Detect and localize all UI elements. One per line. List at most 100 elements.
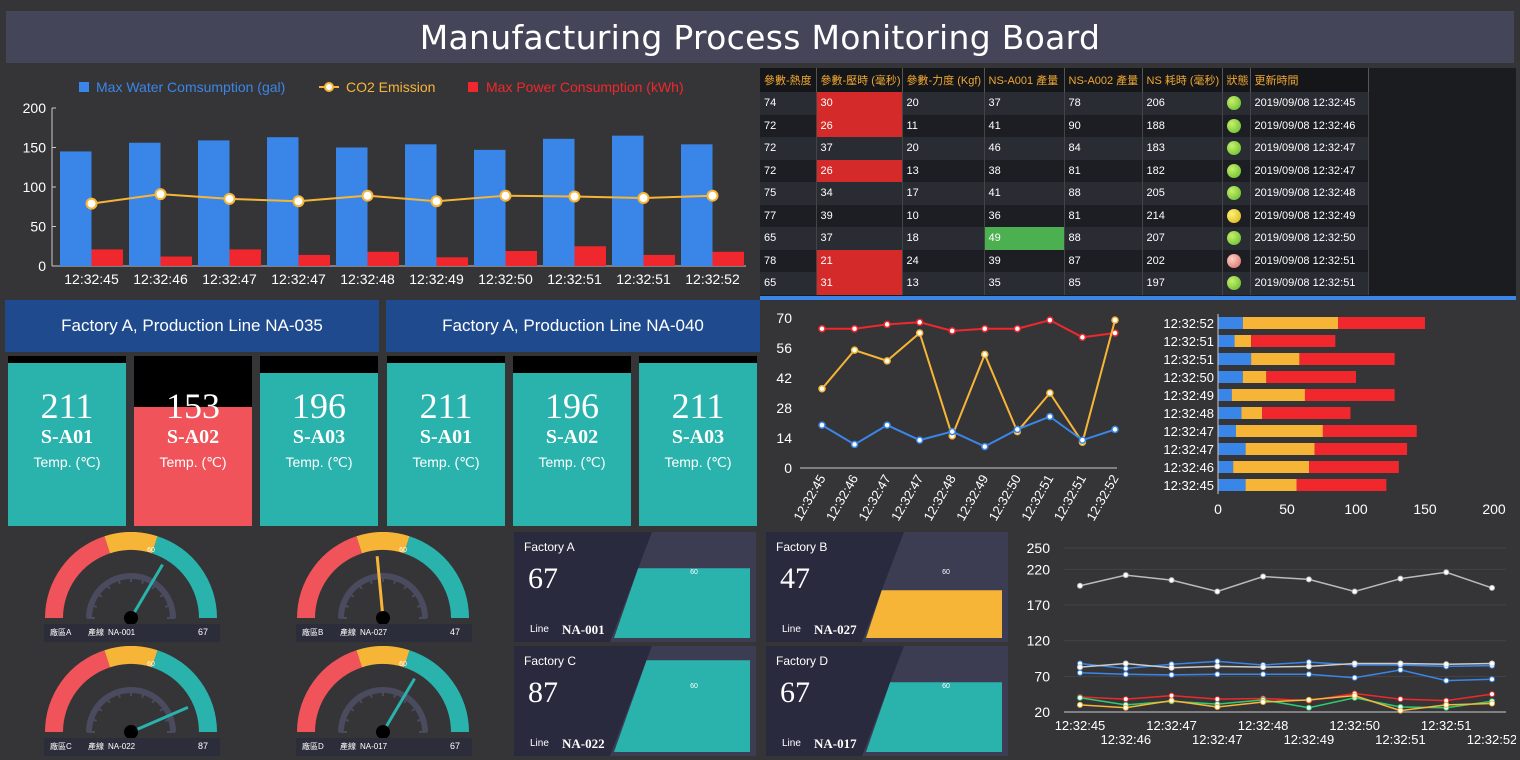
- series-point: [1489, 584, 1495, 591]
- table-row[interactable]: 72 37 20 46 84 183 2019/09/08 12:32:47: [760, 137, 1369, 160]
- series-point: [1443, 569, 1450, 576]
- gauge-tick: [346, 591, 355, 598]
- table-header-row: 參數-熱度 參數-壓時 (毫秒) 參數-力度 (Kgf) NS-A001 產量 NS-A…: [760, 68, 1369, 92]
- gauge-scale-label: 60: [147, 661, 155, 668]
- factory-card[interactable]: 60 Factory C 87 Line NA-022: [514, 646, 756, 756]
- gauge-line-label: 產線: [340, 627, 356, 637]
- sensor-level-fill: [639, 362, 757, 526]
- gauge-factory: 廠區D: [302, 741, 324, 751]
- factory-level-graphic: 60: [610, 646, 756, 756]
- column-header[interactable]: 更新時間: [1250, 68, 1369, 92]
- co2-point: [637, 192, 650, 205]
- column-header[interactable]: 參數-壓時 (毫秒): [816, 68, 903, 92]
- table-cell: 26: [816, 114, 903, 137]
- gauge-tick: [411, 591, 420, 598]
- y-tick-label: 12:32:45: [1163, 478, 1214, 493]
- table-cell: 41: [984, 114, 1065, 137]
- sensor-tile[interactable]: 196 S-A03 Temp. (℃): [260, 356, 378, 526]
- status-indicator-icon: [1226, 96, 1241, 111]
- y-tick-label: 12:32:51: [1163, 334, 1214, 349]
- factory-card[interactable]: 60 Factory A 67 Line NA-001: [514, 532, 756, 642]
- column-header[interactable]: NS 耗時 (毫秒): [1142, 68, 1223, 92]
- series-point: [1305, 696, 1312, 703]
- tick-label: 56: [776, 340, 792, 356]
- stacked-bar-segment: [1218, 479, 1246, 491]
- bar-power: [436, 257, 468, 266]
- sensor-level-fill: [8, 362, 126, 526]
- table-cell: 77: [760, 204, 817, 227]
- gauge-needle: [375, 556, 385, 619]
- bar-water: [129, 142, 161, 266]
- table-cell: 207: [1142, 227, 1223, 250]
- table-cell: 88: [1064, 182, 1143, 205]
- tick-label: 0: [784, 460, 792, 476]
- sensor-value: 211: [40, 386, 94, 426]
- bar-power: [160, 256, 192, 266]
- series-point: [1077, 701, 1083, 708]
- column-header[interactable]: 參數-力度 (Kgf): [902, 68, 985, 92]
- table-cell: 34: [816, 182, 903, 205]
- card-level-fill: [614, 660, 750, 752]
- stacked-bar-segment: [1314, 443, 1408, 455]
- sensor-tile[interactable]: 153 S-A02 Temp. (℃): [134, 356, 252, 526]
- series-point: [1351, 692, 1358, 699]
- line-title: Factory A, Production Line NA-035: [61, 316, 323, 335]
- gauge-value: 87: [198, 741, 208, 751]
- stacked-bar-segment: [1218, 425, 1236, 437]
- column-header[interactable]: NS-A002 產量: [1064, 68, 1143, 92]
- column-header[interactable]: NS-A001 產量: [984, 68, 1065, 92]
- sensor-tile[interactable]: 211 S-A03 Temp. (℃): [639, 356, 757, 526]
- table-row[interactable]: 74 30 20 37 78 206 2019/09/08 12:32:45: [760, 92, 1369, 115]
- column-header[interactable]: 參數-熱度: [760, 68, 817, 92]
- gauge-line-label: 產線: [88, 741, 104, 751]
- gauge-line-label: 產線: [88, 627, 104, 637]
- series-point: [1397, 666, 1404, 673]
- sensor-tile[interactable]: 211 S-A01 Temp. (℃): [8, 356, 126, 526]
- legend-power: Max Power Consumption (kWh): [486, 79, 684, 95]
- update-time: 2019/09/08 12:32:50: [1250, 227, 1369, 250]
- table-cell: 10: [902, 204, 985, 227]
- table-row[interactable]: 72 26 13 38 81 182 2019/09/08 12:32:47: [760, 159, 1369, 182]
- table-row[interactable]: 78 21 24 39 87 202 2019/09/08 12:32:51: [760, 249, 1369, 272]
- table-cell: 206: [1142, 92, 1223, 115]
- series-point: [1111, 316, 1119, 324]
- stacked-bar-segment: [1262, 407, 1351, 419]
- sensor-id: S-A03: [292, 426, 346, 448]
- series-point: [1122, 660, 1129, 667]
- table-row[interactable]: 77 39 10 36 81 214 2019/09/08 12:32:49: [760, 204, 1369, 227]
- table-row[interactable]: 65 37 18 49 88 207 2019/09/08 12:32:50: [760, 227, 1369, 250]
- stacked-bar-segment: [1338, 317, 1425, 329]
- status-indicator-icon: [1226, 253, 1241, 268]
- factory-card[interactable]: 60 Factory D 67 Line NA-017: [766, 646, 1008, 756]
- series-point: [1443, 661, 1450, 668]
- series-point: [1013, 324, 1022, 333]
- series-point: [1214, 671, 1221, 678]
- sensor-tile[interactable]: 211 S-A01 Temp. (℃): [387, 356, 505, 526]
- x-tick-label: 12:32:51: [1421, 718, 1472, 733]
- status-indicator-icon: [1226, 186, 1241, 201]
- gauge-band-mid: [104, 646, 158, 668]
- table-scroll-indicator[interactable]: [760, 296, 1516, 300]
- series-point: [1168, 671, 1175, 678]
- x-tick-label: 12:32:52: [685, 271, 740, 287]
- table-row[interactable]: 75 34 17 41 88 205 2019/09/08 12:32:48: [760, 182, 1369, 205]
- table-row[interactable]: 72 26 11 41 90 188 2019/09/08 12:32:46: [760, 114, 1369, 137]
- stacked-bar-segment: [1309, 461, 1399, 473]
- column-header[interactable]: 狀態: [1222, 68, 1251, 92]
- gauge-tick: [403, 581, 410, 590]
- series-point: [818, 421, 826, 429]
- series-point: [1260, 699, 1267, 706]
- table-cell: 36: [984, 204, 1065, 227]
- sensor-tile[interactable]: 196 S-A02 Temp. (℃): [513, 356, 631, 526]
- sensor-id: S-A01: [40, 426, 94, 448]
- gauge-value: 67: [450, 741, 460, 751]
- x-tick-label: 12:32:51: [616, 271, 671, 287]
- table-row[interactable]: 65 31 13 35 85 197 2019/09/08 12:32:51: [760, 272, 1369, 295]
- series-point: [1214, 658, 1221, 665]
- factory-value: 67: [528, 562, 558, 595]
- status-cell: [1222, 182, 1251, 205]
- series-point: [1489, 676, 1495, 683]
- y-tick-label: 12:32:49: [1163, 388, 1214, 403]
- factory-card[interactable]: 60 Factory B 47 Line NA-027: [766, 532, 1008, 642]
- combo-chart: Max Water Comsumption (gal) CO2 Emission M…: [23, 79, 746, 287]
